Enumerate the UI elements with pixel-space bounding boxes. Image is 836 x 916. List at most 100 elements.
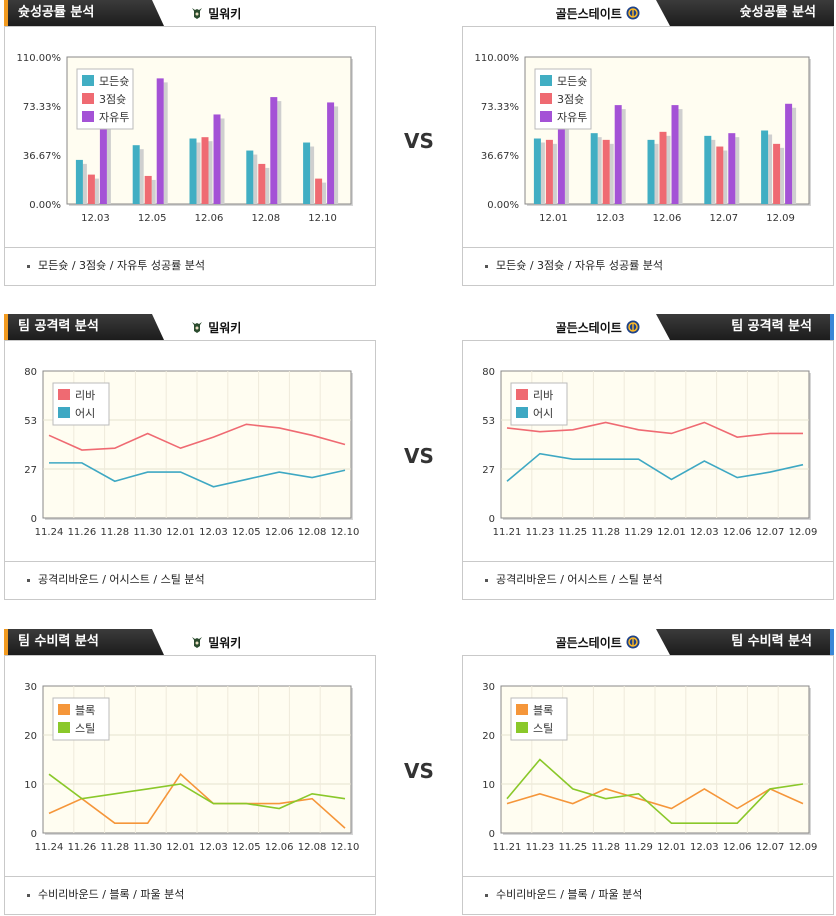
shooting-panel-left: 슛성공률 분석 밀워키 0.00% 36.67% 73.33% 110.00% 12.0… — [4, 0, 376, 286]
chart-caption: 공격리바운드 / 어시스트 / 스틸 분석 — [38, 573, 205, 586]
golden-state-warriors-logo-icon — [626, 320, 640, 337]
milwaukee-bucks-logo-icon — [190, 6, 204, 23]
legend-label: 3점슛 — [557, 93, 584, 106]
chart-svg: 0 10 20 30 11.24 11.26 11.28 11.30 12.01 12.03 12.… — [24, 682, 359, 853]
legend-swatch — [540, 75, 552, 86]
x-tick-label: 12.06 — [265, 842, 294, 853]
section-title: 팀 공격력 분석 — [4, 314, 164, 340]
bar-shadow — [621, 109, 626, 204]
y-tick-label: 53 — [24, 416, 37, 427]
bar — [671, 105, 679, 204]
milwaukee-bucks-logo-icon — [190, 635, 204, 652]
y-tick-label: 73.33% — [481, 102, 519, 113]
section-title: 팀 수비력 분석 — [4, 629, 164, 655]
legend-label: 3점슛 — [99, 93, 126, 106]
bar-shadow — [552, 143, 557, 204]
bar-shadow — [666, 135, 671, 204]
bar — [270, 97, 278, 204]
bar-shadow — [540, 142, 545, 204]
vs-label: VS — [404, 444, 434, 468]
team-name: 밀워키 — [208, 7, 242, 21]
y-tick-label: 27 — [482, 465, 495, 476]
x-tick-label: 11.26 — [68, 527, 97, 538]
y-tick-label: 0 — [489, 514, 495, 525]
x-tick-label: 12.08 — [298, 527, 327, 538]
x-tick-label: 11.26 — [68, 842, 97, 853]
bar-shadow — [768, 134, 773, 204]
team-label-left: 밀워키 — [190, 319, 241, 337]
y-tick-label: 0.00% — [487, 200, 519, 211]
x-tick-label: 12.05 — [232, 527, 261, 538]
bar — [246, 150, 254, 204]
chart-caption: 모든슛 / 3점슛 / 자유투 성공률 분석 — [38, 259, 205, 272]
x-tick-label: 12.01 — [539, 213, 568, 224]
bar-shadow — [723, 150, 728, 204]
y-tick-label: 73.33% — [23, 102, 61, 113]
team-label-right: 골든스테이트 — [556, 319, 640, 337]
team-name: 골든스테이트 — [555, 321, 622, 335]
team-name: 골든스테이트 — [555, 7, 622, 21]
bar — [144, 175, 152, 204]
x-tick-label: 12.06 — [265, 527, 294, 538]
section-title: 팀 공격력 분석 — [656, 314, 834, 340]
x-tick-label: 11.28 — [100, 527, 129, 538]
x-tick-label: 11.29 — [624, 527, 653, 538]
x-tick-label: 11.24 — [35, 527, 64, 538]
x-tick-label: 12.03 — [81, 213, 110, 224]
chart-svg: 0.00% 36.67% 73.33% 110.00% 12.01 12.03 12.06 1… — [475, 53, 811, 224]
defense-panel-left: 팀 수비력 분석 밀워키 0 10 20 30 11.24 11.26 11.28 11.30… — [4, 629, 376, 915]
milwaukee-bucks-logo-icon — [190, 320, 204, 337]
x-tick-label: 11.28 — [591, 527, 620, 538]
y-tick-label: 0 — [489, 829, 495, 840]
x-tick-label: 11.21 — [493, 842, 522, 853]
team-label-left: 밀워키 — [190, 634, 241, 652]
y-tick-label: 20 — [482, 731, 495, 742]
x-tick-label: 11.25 — [558, 842, 587, 853]
x-tick-label: 12.03 — [690, 527, 719, 538]
chart-svg: 0 27 53 80 11.21 11.23 11.25 11.28 11.29 12.01 12.… — [482, 367, 817, 538]
legend-label: 리바 — [533, 389, 553, 402]
x-tick-label: 12.06 — [195, 213, 224, 224]
bar-shadow — [94, 178, 99, 204]
y-tick-label: 0 — [31, 514, 37, 525]
x-tick-label: 12.06 — [723, 527, 752, 538]
series-line — [48, 773, 346, 810]
bar — [659, 131, 667, 204]
bar — [87, 174, 95, 204]
legend-swatch — [516, 704, 528, 715]
chart-caption: 공격리바운드 / 어시스트 / 스틸 분석 — [496, 573, 663, 586]
x-tick-label: 12.01 — [166, 842, 195, 853]
section-title: 팀 수비력 분석 — [656, 629, 834, 655]
bar — [716, 146, 724, 204]
x-tick-label: 12.07 — [756, 842, 785, 853]
legend-label: 자유투 — [99, 111, 129, 124]
bar-shadow — [82, 163, 87, 204]
legend-swatch — [540, 93, 552, 104]
legend-label: 리바 — [75, 389, 95, 402]
y-tick-label: 53 — [482, 416, 495, 427]
bar — [156, 78, 164, 204]
team-label-left: 밀워키 — [190, 5, 241, 23]
x-tick-label: 12.06 — [723, 842, 752, 853]
chart-svg: 0 10 20 30 11.21 11.23 11.25 11.28 11.29 12.01 12.… — [482, 682, 817, 853]
series-line — [506, 452, 804, 482]
bar-shadow — [609, 143, 614, 204]
bar — [602, 139, 610, 204]
team-label-right: 골든스테이트 — [556, 5, 640, 23]
x-tick-label: 12.03 — [199, 842, 228, 853]
series-line — [48, 423, 346, 451]
y-tick-label: 27 — [24, 465, 37, 476]
y-tick-label: 36.67% — [23, 151, 61, 162]
offense-panel-right: 골든스테이트 팀 공격력 분석 0 27 53 80 11.21 11.23 11.25 11… — [462, 314, 834, 600]
bar — [315, 178, 323, 204]
bar-shadow — [265, 167, 270, 204]
x-tick-label: 12.03 — [690, 842, 719, 853]
x-tick-label: 12.01 — [657, 842, 686, 853]
x-tick-label: 12.05 — [138, 213, 167, 224]
x-tick-label: 11.21 — [493, 527, 522, 538]
defense-panel-right: 골든스테이트 팀 수비력 분석 0 10 20 30 11.21 11.23 11.25 11… — [462, 629, 834, 915]
x-tick-label: 12.05 — [232, 842, 261, 853]
x-tick-label: 11.28 — [591, 842, 620, 853]
legend-label: 자유투 — [557, 111, 587, 124]
chart-caption: 수비리바운드 / 블록 / 파울 분석 — [496, 888, 643, 901]
